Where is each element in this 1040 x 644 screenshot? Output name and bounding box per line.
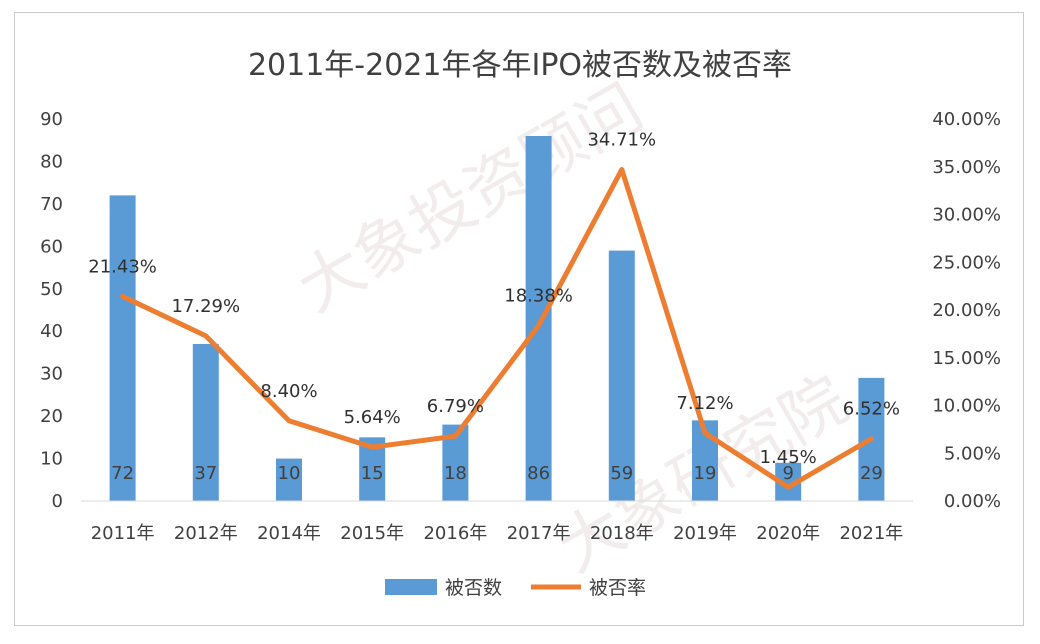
x-tick-label: 2017年 [507, 523, 571, 544]
left-tick-label: 40 [40, 321, 63, 342]
right-tick-label: 30.00% [932, 205, 1001, 226]
bar-value-label: 72 [111, 463, 134, 484]
bar [276, 458, 302, 501]
left-tick-label: 70 [40, 194, 63, 215]
left-tick-label: 20 [40, 406, 63, 427]
legend-label-bar: 被否数 [445, 577, 502, 599]
rate-value-label: 5.64% [344, 407, 401, 428]
right-y-axis: 0.00% 5.00% 10.00% 15.00% 20.00% 25.00% 30.00%… [932, 109, 1001, 512]
left-tick-label: 60 [40, 236, 63, 257]
right-tick-label: 15.00% [932, 348, 1001, 369]
right-tick-label: 25.00% [932, 252, 1001, 273]
rate-value-label: 21.43% [88, 256, 157, 277]
bar [525, 135, 552, 501]
left-tick-label: 0 [52, 491, 63, 512]
rate-data-labels: 21.43% 17.29% 8.40% 5.64% 6.79% 18.38% 34.71% 7… [88, 130, 900, 469]
bar-value-label: 9 [782, 463, 793, 484]
x-tick-label: 2021年 [839, 523, 903, 544]
x-tick-label: 2011年 [91, 523, 155, 544]
left-tick-label: 50 [40, 279, 63, 300]
right-tick-label: 10.00% [932, 396, 1001, 417]
x-tick-label: 2012年 [174, 523, 238, 544]
x-tick-label: 2016年 [423, 523, 487, 544]
line-path [120, 167, 874, 490]
left-tick-label: 90 [40, 109, 63, 130]
bar-series [109, 135, 885, 501]
right-tick-label: 20.00% [932, 300, 1001, 321]
rate-value-label: 6.79% [427, 396, 484, 417]
right-tick-label: 35.00% [932, 157, 1001, 178]
watermark-1: 大象投资顾问 [286, 71, 656, 327]
bar-value-label: 37 [194, 463, 217, 484]
bar [109, 195, 136, 501]
rate-value-label: 34.71% [587, 130, 656, 151]
left-tick-label: 10 [40, 449, 63, 470]
rate-value-label: 18.38% [504, 285, 573, 306]
line-series [120, 167, 874, 490]
right-tick-label: 0.00% [944, 491, 1001, 512]
bar [608, 250, 635, 501]
x-tick-label: 2014年 [257, 523, 321, 544]
left-y-axis: 0 10 20 30 40 50 60 70 80 90 [40, 109, 63, 512]
bar-data-labels: 72 37 10 15 18 86 59 19 9 29 [111, 463, 883, 484]
bar-value-label: 10 [278, 463, 301, 484]
bar-value-label: 15 [361, 463, 384, 484]
rate-value-label: 1.45% [760, 447, 817, 468]
left-tick-label: 80 [40, 151, 63, 172]
x-axis: 2011年 2012年 2014年 2015年 2016年 2017年 2018年 2019年… [81, 500, 913, 544]
rate-value-label: 8.40% [260, 381, 317, 402]
bar-value-label: 29 [860, 463, 883, 484]
right-tick-label: 40.00% [932, 109, 1001, 130]
rate-value-label: 6.52% [843, 399, 900, 420]
bar-value-label: 59 [610, 463, 633, 484]
legend: 被否数 被否率 [385, 577, 646, 599]
bar-value-label: 86 [527, 463, 550, 484]
watermarks: 大象投资顾问 大象研究院 [286, 71, 860, 587]
x-tick-label: 2015年 [340, 523, 404, 544]
rate-value-label: 7.12% [676, 393, 733, 414]
x-tick-label: 2018年 [590, 523, 654, 544]
x-tick-label: 2019年 [673, 523, 737, 544]
chart: 大象投资顾问 大象研究院 2011年-2021年各年IPO被否数及被否率 0 10… [40, 48, 1001, 599]
x-tick-label: 2020年 [756, 523, 820, 544]
left-tick-label: 30 [40, 364, 63, 385]
rate-value-label: 17.29% [171, 296, 240, 317]
right-tick-label: 5.00% [944, 443, 1001, 464]
legend-swatch-bar [385, 579, 437, 595]
bar-value-label: 18 [444, 463, 467, 484]
chart-frame: 大象投资顾问 大象研究院 2011年-2021年各年IPO被否数及被否率 0 10… [14, 12, 1024, 626]
chart-title: 2011年-2021年各年IPO被否数及被否率 [248, 48, 792, 83]
legend-label-line: 被否率 [589, 577, 646, 599]
bar [192, 343, 219, 501]
bar-value-label: 19 [694, 463, 717, 484]
